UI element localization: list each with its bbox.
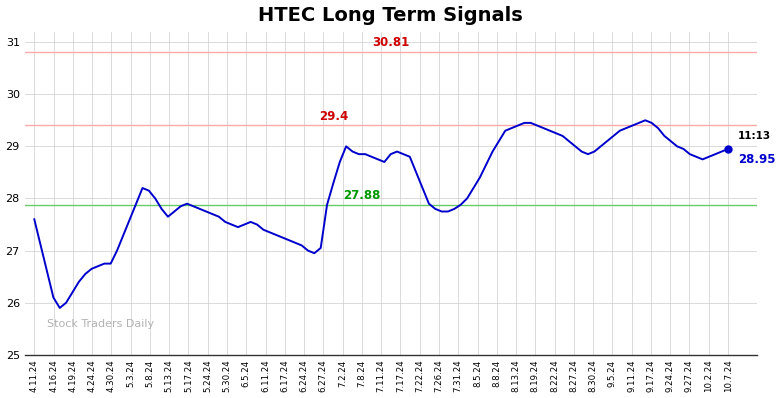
- Text: 30.81: 30.81: [372, 36, 409, 49]
- Text: 29.4: 29.4: [319, 110, 348, 123]
- Text: Stock Traders Daily: Stock Traders Daily: [46, 319, 154, 329]
- Title: HTEC Long Term Signals: HTEC Long Term Signals: [259, 6, 523, 25]
- Text: 27.88: 27.88: [343, 189, 381, 202]
- Text: 11:13: 11:13: [738, 131, 771, 141]
- Text: 28.95: 28.95: [738, 153, 775, 166]
